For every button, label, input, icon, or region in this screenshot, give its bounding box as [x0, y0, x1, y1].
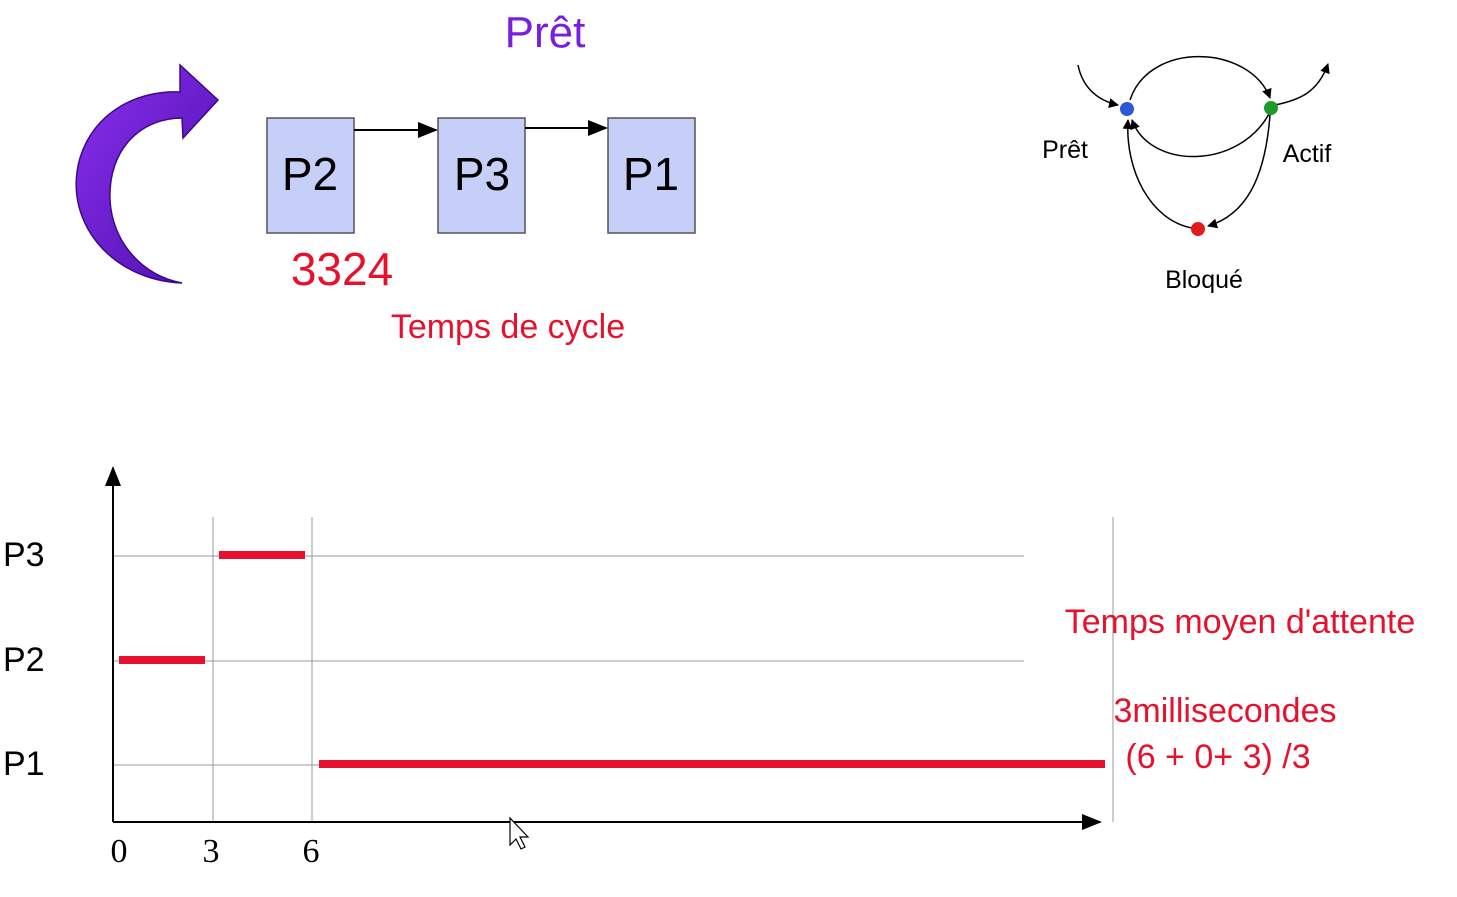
row-labels: P3 P2 P1	[3, 536, 45, 783]
active-state-node	[1264, 101, 1278, 115]
queue-box-p1: P1	[607, 117, 696, 234]
gantt-bar-p1	[319, 760, 1105, 768]
quantum-label: 3324	[291, 243, 393, 295]
gantt-bar-p2	[119, 656, 205, 664]
ready-state-node	[1120, 102, 1134, 116]
row-label-p1: P1	[3, 745, 45, 783]
waiting-time-title: Temps moyen d'attente	[1065, 603, 1415, 641]
queue-box-p3: P3	[437, 117, 526, 234]
gantt-chart: P3 P2 P1 0 3 6	[3, 466, 1114, 870]
queue-box-label: P2	[282, 148, 338, 200]
active-state-label: Actif	[1283, 140, 1332, 168]
cycle-time-label: Temps de cycle	[391, 308, 625, 346]
blocked-state-node	[1191, 222, 1205, 236]
row-label-p3: P3	[3, 536, 45, 574]
tick-labels: 0 3 6	[111, 833, 320, 870]
x-tick-label: 6	[303, 833, 320, 870]
row-label-p2: P2	[3, 641, 45, 679]
waiting-time-formula: (6 + 0+ 3) /3	[1125, 738, 1310, 776]
gantt-bar-p3	[219, 551, 305, 559]
x-tick-label: 3	[203, 833, 220, 870]
rotation-arrow-icon	[75, 63, 220, 284]
state-diagram: Prêt Actif Bloqué	[1042, 55, 1332, 294]
ready-queue: P2 P3 P1	[266, 117, 696, 234]
queue-box-p2: P2	[266, 117, 355, 234]
ready-queue-title: Prêt	[505, 8, 586, 57]
mouse-cursor-icon	[509, 816, 530, 850]
gantt-bars	[119, 551, 1105, 768]
waiting-time-result: 3millisecondes	[1114, 692, 1337, 730]
gantt-grid	[113, 517, 1114, 822]
queue-box-label: P1	[623, 148, 679, 200]
x-tick-label: 0	[111, 833, 128, 870]
blocked-state-label: Bloqué	[1165, 266, 1243, 294]
queue-box-label: P3	[454, 148, 510, 200]
ready-state-label: Prêt	[1042, 136, 1088, 164]
